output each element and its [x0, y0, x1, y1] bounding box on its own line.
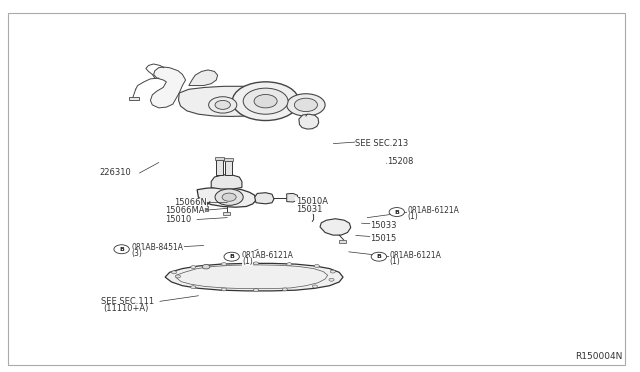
Circle shape — [221, 288, 227, 291]
Circle shape — [215, 100, 230, 109]
Polygon shape — [255, 193, 274, 204]
Circle shape — [371, 252, 387, 261]
Text: 081AB-6121A: 081AB-6121A — [407, 206, 459, 215]
Bar — [202, 206, 208, 208]
Circle shape — [253, 262, 259, 265]
Text: (11110+A): (11110+A) — [104, 304, 149, 313]
Text: B: B — [229, 254, 234, 259]
Text: 226310: 226310 — [99, 169, 131, 177]
Text: 15015: 15015 — [370, 234, 396, 243]
Bar — [129, 97, 139, 100]
Circle shape — [243, 88, 288, 114]
Bar — [215, 157, 224, 160]
Circle shape — [254, 94, 277, 108]
Circle shape — [191, 266, 196, 269]
Circle shape — [287, 94, 325, 116]
Text: (1): (1) — [407, 212, 418, 221]
Bar — [216, 160, 223, 175]
Bar — [225, 161, 232, 175]
Text: (1): (1) — [242, 257, 253, 266]
Text: (1): (1) — [389, 257, 400, 266]
Circle shape — [175, 275, 180, 278]
Circle shape — [312, 285, 317, 288]
Polygon shape — [211, 175, 242, 189]
Bar — [223, 212, 230, 215]
Circle shape — [294, 98, 317, 112]
Text: 081AB-6121A: 081AB-6121A — [389, 251, 441, 260]
Text: B: B — [376, 254, 381, 259]
Circle shape — [114, 245, 129, 254]
Text: 15066MA: 15066MA — [165, 206, 205, 215]
Text: SEE SEC.213: SEE SEC.213 — [355, 139, 408, 148]
Circle shape — [191, 286, 196, 289]
Text: R150004N: R150004N — [575, 352, 622, 361]
Circle shape — [215, 189, 243, 205]
Circle shape — [224, 252, 239, 261]
Text: 15010: 15010 — [165, 215, 191, 224]
Polygon shape — [150, 67, 186, 108]
Text: 081AB-8451A: 081AB-8451A — [132, 243, 184, 252]
Polygon shape — [320, 219, 351, 235]
Circle shape — [329, 278, 334, 281]
Text: 15066N: 15066N — [174, 198, 207, 207]
Circle shape — [253, 289, 259, 292]
Bar — [224, 158, 233, 161]
Circle shape — [330, 270, 335, 273]
Circle shape — [209, 97, 237, 113]
Circle shape — [222, 193, 236, 201]
Polygon shape — [189, 70, 218, 86]
Text: 15031: 15031 — [296, 205, 322, 214]
Text: 081AB-6121A: 081AB-6121A — [242, 251, 294, 260]
Circle shape — [172, 271, 177, 274]
Text: SEE SEC.111: SEE SEC.111 — [101, 297, 154, 306]
Circle shape — [389, 208, 404, 217]
Text: 15010A: 15010A — [296, 198, 328, 206]
Circle shape — [202, 264, 210, 269]
Polygon shape — [197, 187, 256, 207]
Bar — [339, 240, 346, 243]
Polygon shape — [287, 193, 298, 202]
Circle shape — [314, 264, 319, 267]
Text: B: B — [119, 247, 124, 252]
Polygon shape — [165, 263, 343, 291]
Text: 15033: 15033 — [370, 221, 396, 230]
Text: B: B — [394, 209, 399, 215]
Polygon shape — [302, 200, 321, 211]
Circle shape — [221, 263, 227, 266]
Circle shape — [287, 263, 292, 266]
Text: 15208: 15208 — [387, 157, 413, 166]
Text: (3): (3) — [132, 249, 143, 258]
Circle shape — [232, 82, 299, 121]
Polygon shape — [299, 114, 319, 129]
Polygon shape — [179, 86, 287, 116]
Circle shape — [282, 288, 287, 291]
Bar — [202, 209, 208, 211]
